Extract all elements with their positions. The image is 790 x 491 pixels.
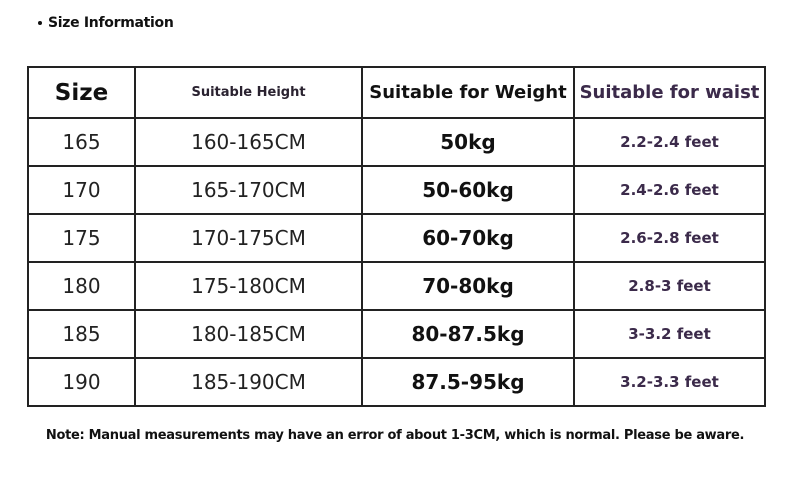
- table-cell: 3-3.2 feet: [573, 309, 766, 359]
- table-cell: 2.2-2.4 feet: [573, 117, 766, 167]
- table-cell: 60-70kg: [361, 213, 575, 263]
- table-cell: 50kg: [361, 117, 575, 167]
- table-row: 180 175-180CM 70-80kg 2.8-3 feet: [27, 261, 766, 311]
- table-row: 175 170-175CM 60-70kg 2.6-2.8 feet: [27, 213, 766, 263]
- bullet: [38, 21, 42, 25]
- table-row: 165 160-165CM 50kg 2.2-2.4 feet: [27, 117, 766, 167]
- table-row: 170 165-170CM 50-60kg 2.4-2.6 feet: [27, 165, 766, 215]
- heading-text: Size Information: [48, 15, 174, 31]
- size-table: Size Suitable Height Suitable for Weight Su…: [27, 66, 766, 407]
- table-body: 165 160-165CM 50kg 2.2-2.4 feet 170 165-170CM…: [27, 117, 766, 407]
- table-cell: 180: [27, 261, 136, 311]
- table-row: 190 185-190CM 87.5-95kg 3.2-3.3 feet: [27, 357, 766, 407]
- table-cell: 160-165CM: [134, 117, 363, 167]
- column-header: Suitable Height: [134, 66, 363, 119]
- column-header: Suitable for Weight: [361, 66, 575, 119]
- table-cell: 175-180CM: [134, 261, 363, 311]
- table-row: 185 180-185CM 80-87.5kg 3-3.2 feet: [27, 309, 766, 359]
- table-cell: 70-80kg: [361, 261, 575, 311]
- table-cell: 50-60kg: [361, 165, 575, 215]
- table-cell: 80-87.5kg: [361, 309, 575, 359]
- table-cell: 2.6-2.8 feet: [573, 213, 766, 263]
- table-cell: 2.4-2.6 feet: [573, 165, 766, 215]
- table-cell: 170: [27, 165, 136, 215]
- table-cell: 87.5-95kg: [361, 357, 575, 407]
- table-cell: 180-185CM: [134, 309, 363, 359]
- header-row: Size Suitable Height Suitable for Weight Su…: [27, 66, 766, 119]
- column-header: Size: [27, 66, 136, 119]
- table-cell: 3.2-3.3 feet: [573, 357, 766, 407]
- table-cell: 185: [27, 309, 136, 359]
- footnote: Note: Manual measurements may have an er…: [45, 428, 745, 443]
- table-cell: 2.8-3 feet: [573, 261, 766, 311]
- section-heading: Size Information: [38, 15, 174, 31]
- table-cell: 175: [27, 213, 136, 263]
- table-cell: 165: [27, 117, 136, 167]
- table-cell: 165-170CM: [134, 165, 363, 215]
- column-header: Suitable for waist: [573, 66, 766, 119]
- table-cell: 170-175CM: [134, 213, 363, 263]
- table-cell: 190: [27, 357, 136, 407]
- table-cell: 185-190CM: [134, 357, 363, 407]
